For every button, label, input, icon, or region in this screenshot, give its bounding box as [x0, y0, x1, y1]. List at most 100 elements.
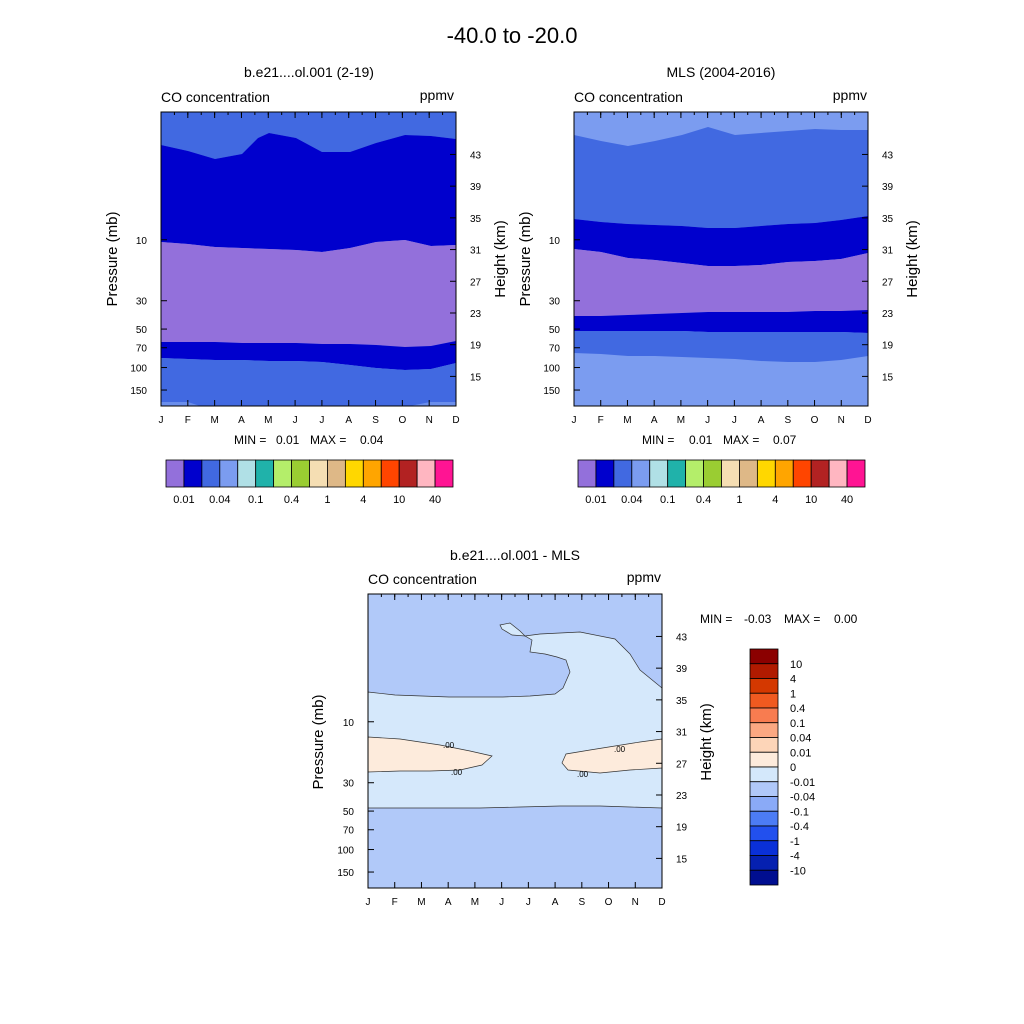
panel-mls-left-label: CO concentration [574, 89, 683, 105]
colorbar-swatch [749, 751, 779, 768]
colorbar-label: 1 [324, 494, 330, 506]
colorbar-swatch [792, 459, 812, 488]
month-tick-label: F [598, 415, 604, 426]
month-tick-label: S [784, 415, 791, 426]
panel-model-band-lower-dark [161, 341, 456, 370]
colorbar-swatch [749, 869, 779, 886]
colorbar-swatch [749, 810, 779, 827]
colorbar-swatch [749, 737, 779, 753]
month-tick-label: O [605, 897, 613, 908]
panel-mls-band-6 [574, 331, 868, 362]
figure-title: -40.0 to -20.0 [447, 23, 578, 48]
colorbar-label: -0.01 [790, 777, 815, 789]
colorbar-label: -0.04 [790, 792, 815, 804]
panel-model-max-label: MAX = [310, 433, 346, 447]
colorbar-swatch [219, 459, 239, 488]
pressure-tick-label: 10 [343, 718, 355, 729]
month-tick-label: J [159, 415, 164, 426]
colorbar-label: 0.1 [790, 718, 805, 730]
panel-mls-ylabel-right: Height (km) [904, 220, 921, 298]
month-tick-label: A [445, 897, 452, 908]
month-tick-label: J [705, 415, 710, 426]
colorbar-swatch [631, 459, 651, 488]
colorbar-swatch [703, 459, 722, 488]
height-tick-label: 23 [882, 309, 894, 320]
panel-mls-stats: MIN = 0.01 MAX = 0.07 [642, 433, 797, 447]
colorbar-swatch [201, 459, 221, 488]
colorbar-swatch [667, 459, 687, 488]
colorbar-label: 4 [790, 674, 796, 686]
colorbar-label: 0.4 [284, 494, 299, 506]
height-tick-label: 23 [470, 309, 482, 320]
month-tick-label: J [293, 415, 298, 426]
panel-diff-stats: MIN = -0.03 MAX = 0.00 [700, 612, 858, 626]
colorbar-swatch [749, 678, 779, 694]
panel-model-band-bottom [161, 358, 456, 406]
colorbar-label: 0 [790, 762, 796, 774]
colorbar-label: 0.01 [585, 494, 606, 506]
panel-mls-max-value: 0.07 [773, 433, 797, 447]
month-tick-label: N [838, 415, 845, 426]
panel-model-ylabel-right: Height (km) [492, 220, 509, 298]
height-tick-label: 19 [676, 823, 688, 834]
colorbar-label: 0.01 [790, 747, 811, 759]
colorbar-label: -0.4 [790, 821, 809, 833]
panel-model-band-purple [161, 240, 456, 347]
pressure-tick-label: 30 [343, 779, 355, 790]
colorbar-swatch [380, 459, 400, 488]
colorbar-label: 0.01 [173, 494, 194, 506]
pressure-tick-label: 70 [549, 344, 561, 355]
pressure-tick-label: 30 [136, 297, 148, 308]
panel-mls: MLS (2004-2016) CO concentration ppmv J F… [517, 64, 921, 506]
colorbar-swatch [749, 766, 779, 783]
panel-diff-positive-right [561, 738, 663, 774]
colorbar-label: 1 [736, 494, 742, 506]
month-tick-label: J [572, 415, 577, 426]
panel-mls-band-5 [574, 310, 868, 333]
height-tick-label: 27 [676, 759, 688, 770]
panel-model-right-label: ppmv [420, 87, 454, 103]
panel-mls-title: MLS (2004-2016) [667, 64, 776, 80]
month-tick-label: N [426, 415, 433, 426]
colorbar-swatch [595, 459, 615, 488]
colorbar-swatch [362, 459, 382, 488]
height-tick-label: 43 [470, 150, 482, 161]
colorbar-swatch [846, 459, 866, 488]
height-tick-label: 39 [882, 182, 894, 193]
colorbar-label: 0.1 [660, 494, 675, 506]
height-tick-label: 35 [470, 214, 482, 225]
colorbar-swatch [749, 855, 779, 871]
panel-model-min-value: 0.01 [276, 433, 300, 447]
colorbar-swatch [577, 459, 597, 488]
panel-diff-right-label: ppmv [627, 569, 661, 585]
colorbar-label: 0.4 [790, 703, 805, 715]
panel-mls-axis-ticks: J F M A M J J A S O N D 10 30 50 70 100 150 43 39 35 31 27 23 19… [543, 112, 894, 426]
pressure-tick-label: 150 [543, 386, 560, 397]
month-tick-label: D [658, 897, 665, 908]
month-tick-label: D [864, 415, 871, 426]
colorbar-swatch [685, 459, 704, 488]
month-tick-label: D [452, 415, 459, 426]
colorbar-label: 0.1 [248, 494, 263, 506]
panel-mls-right-label: ppmv [833, 87, 867, 103]
height-tick-label: 35 [676, 696, 688, 707]
height-tick-label: 15 [882, 372, 894, 383]
month-tick-label: M [677, 415, 685, 426]
panel-mls-min-value: 0.01 [689, 433, 713, 447]
colorbar-swatch [749, 707, 779, 724]
panel-model-band-dark [161, 133, 456, 252]
pressure-tick-label: 150 [130, 386, 147, 397]
colorbar-swatch [721, 459, 740, 488]
month-tick-label: A [345, 415, 352, 426]
colorbar-swatch [398, 459, 418, 488]
height-tick-label: 31 [470, 246, 482, 257]
colorbar-swatch [749, 825, 779, 842]
panel-model-colorbar: 0.01 0.04 0.1 0.4 1 4 10 40 [165, 459, 454, 506]
panel-diff-max-label: MAX = [784, 612, 820, 626]
colorbar-swatch [749, 840, 779, 856]
height-tick-label: 35 [882, 214, 894, 225]
panel-mls-fill [574, 112, 868, 406]
month-tick-label: J [499, 897, 504, 908]
pressure-tick-label: 150 [337, 868, 354, 879]
month-tick-label: J [732, 415, 737, 426]
